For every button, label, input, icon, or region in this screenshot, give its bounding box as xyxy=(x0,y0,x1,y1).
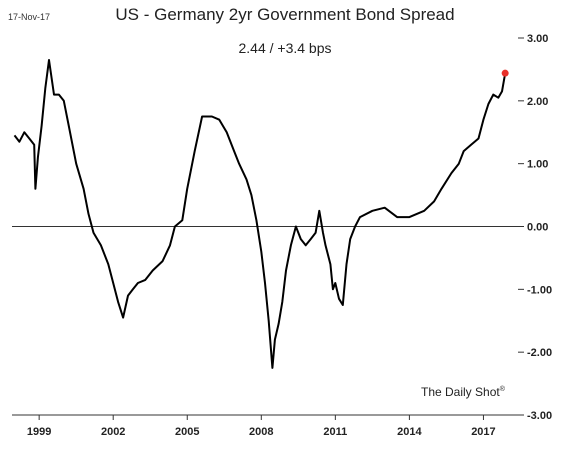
chart-subtitle: 2.44 / +3.4 bps xyxy=(238,40,332,56)
x-tick-label: 2005 xyxy=(175,426,199,438)
series-layer xyxy=(13,59,509,369)
date-label: 17-Nov-17 xyxy=(8,12,51,22)
source-watermark: The Daily Shot® xyxy=(421,385,505,399)
y-tick-label: -1.00 xyxy=(527,284,552,296)
spread-line xyxy=(13,59,507,369)
axes-layer xyxy=(12,226,518,416)
x-tick-label: 2014 xyxy=(397,426,422,438)
x-tick-label: 1999 xyxy=(27,426,51,438)
watermark-text: The Daily Shot xyxy=(421,385,500,399)
x-tick-label: 2017 xyxy=(471,426,495,438)
y-tick-label: 2.00 xyxy=(527,96,548,108)
latest-value-marker xyxy=(501,69,509,77)
watermark-mark: ® xyxy=(499,386,505,393)
x-tick-label: 2008 xyxy=(249,426,273,438)
y-tick-label: 3.00 xyxy=(527,33,548,45)
y-tick-label: -2.00 xyxy=(527,347,552,359)
x-tick-label: 2011 xyxy=(323,426,347,438)
ticks-layer: 3.00 2.00 1.00 0.00 -1.00 -2.00 -3.00 1999 2002 2… xyxy=(27,33,552,438)
y-tick-label: 1.00 xyxy=(527,159,548,171)
chart-title: US - Germany 2yr Government Bond Spread xyxy=(115,5,455,24)
x-tick-label: 2002 xyxy=(101,426,125,438)
y-tick-label: 0.00 xyxy=(527,222,548,234)
y-tick-label: -3.00 xyxy=(527,410,552,422)
